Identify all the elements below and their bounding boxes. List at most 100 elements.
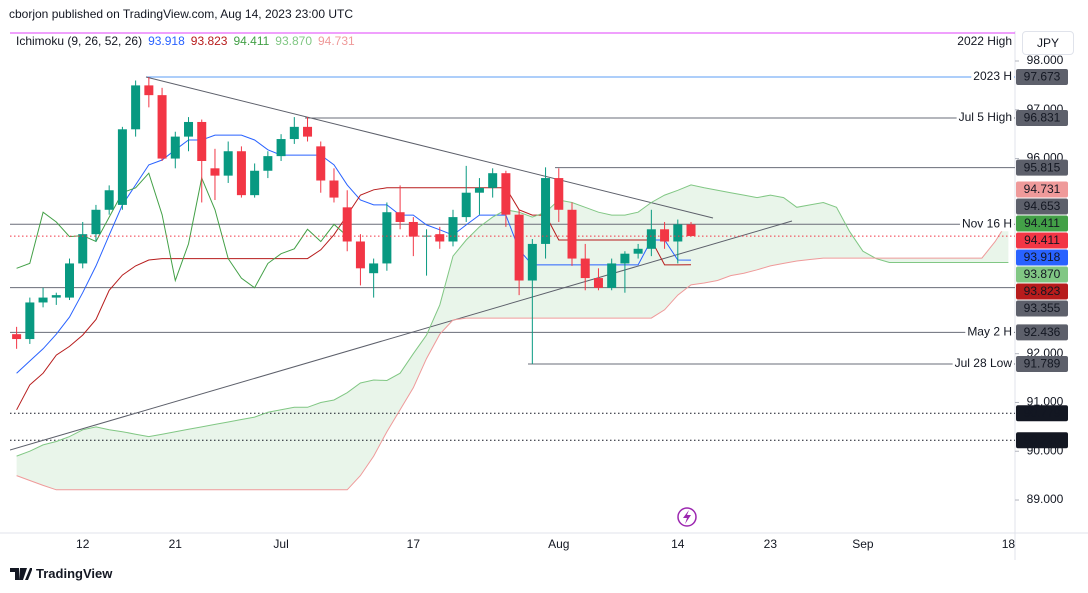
y-tick-label: 91.000 — [1027, 395, 1064, 409]
level-label-bg — [965, 325, 1014, 340]
candle-body — [395, 212, 405, 222]
readout: 94.411 — [233, 34, 270, 48]
x-tick-label: 12 — [76, 537, 90, 551]
level-label: 2023 H — [973, 69, 1012, 83]
candle-body — [236, 151, 246, 196]
level-label: 2022 High — [957, 34, 1012, 48]
candle-body — [567, 209, 577, 259]
price-badge-label: 91.789 — [1024, 357, 1061, 371]
candle-body — [554, 178, 564, 210]
candle-body — [607, 263, 617, 288]
indicator-name: Ichimoku (9, 26, 52, 26) — [16, 34, 143, 48]
price-badge-label: 94.653 — [1024, 199, 1061, 213]
candle-body — [541, 178, 551, 244]
series-layer — [10, 77, 1015, 491]
candle-body — [51, 295, 61, 298]
candle-body — [329, 180, 339, 198]
x-tick-label: Sep — [852, 537, 874, 551]
price-badge-label: 93.355 — [1024, 301, 1061, 315]
level-label: Jul 28 Low — [955, 356, 1013, 370]
candle-body — [78, 234, 88, 264]
level-label-bg — [959, 217, 1014, 232]
readout: 93.823 — [190, 34, 228, 48]
price-badge — [1016, 110, 1068, 127]
candle-body — [408, 221, 418, 237]
trend-line — [145, 76, 714, 219]
x-tick-label: 18 — [1002, 537, 1016, 551]
price-badge — [1016, 283, 1068, 300]
price-badge — [1016, 215, 1068, 232]
price-badge-label: 96.831 — [1024, 111, 1061, 125]
level-label: May 2 H — [967, 325, 1012, 339]
candle-body — [514, 214, 524, 281]
candle-body — [633, 248, 643, 254]
level-label: Nov 16 H — [962, 216, 1012, 230]
indicator-line — [16, 220, 1009, 491]
price-axis: 98.00097.00096.00092.00091.00090.00089.0… — [1015, 53, 1068, 506]
candle-body — [355, 241, 365, 269]
candle-body — [65, 263, 75, 298]
event-icon[interactable] — [677, 507, 697, 527]
footer: TradingView — [10, 566, 112, 581]
candle-body — [660, 229, 670, 242]
price-badge-label: 93.823 — [1024, 284, 1061, 298]
candle-body — [369, 263, 379, 274]
readout: 93.870 — [275, 34, 312, 48]
candle-body — [474, 187, 484, 193]
price-badge-label: 90.225 — [1024, 433, 1061, 447]
candle-body — [263, 156, 273, 171]
candle-body — [38, 297, 48, 303]
candle-body — [184, 121, 194, 137]
candle-body — [131, 85, 141, 130]
byline: cborjon published on TradingView.com, Au… — [9, 7, 354, 21]
candle-body — [210, 168, 220, 176]
candle-body — [25, 302, 35, 340]
candle-body — [527, 243, 537, 281]
level-label-bg — [952, 356, 1014, 371]
candle-body — [448, 217, 458, 242]
price-badge-label: 95.815 — [1024, 160, 1061, 174]
y-tick-label: 89.000 — [1027, 492, 1064, 506]
level-label-bg — [956, 111, 1014, 126]
price-badge — [1016, 432, 1068, 449]
x-tick-label: 23 — [764, 537, 778, 551]
price-badge-label: 93.918 — [1024, 250, 1061, 264]
price-badge — [1016, 324, 1068, 341]
price-badge — [1016, 266, 1068, 283]
price-badge — [1016, 232, 1068, 249]
logo — [10, 567, 32, 580]
candle-body — [276, 139, 286, 157]
candle-body — [104, 190, 114, 210]
price-badge — [1016, 181, 1068, 198]
price-badge — [1016, 355, 1068, 372]
x-tick-label: Jul — [273, 537, 288, 551]
candle-body — [461, 192, 471, 218]
price-badge — [1016, 68, 1068, 85]
candle-body — [593, 278, 603, 288]
candle-body — [382, 212, 392, 264]
price-badge-label: 97.673 — [1024, 70, 1061, 84]
price-badge-label: 90.779 — [1024, 406, 1061, 420]
price-badge — [1016, 249, 1068, 266]
candle-body — [646, 229, 656, 249]
candle-body — [197, 121, 207, 161]
x-tick-label: 21 — [169, 537, 183, 551]
candle-body — [488, 173, 498, 188]
price-badge — [1016, 198, 1068, 215]
readout: 93.918 — [148, 34, 185, 48]
readout: 94.731 — [318, 34, 355, 48]
indicator-line — [16, 134, 692, 374]
candle-body — [117, 129, 127, 205]
candle-body — [501, 173, 511, 215]
x-tick-label: 14 — [671, 537, 685, 551]
plot-area — [10, 32, 1015, 491]
currency-button[interactable]: JPY — [1022, 31, 1074, 55]
price-badge-label: 94.411 — [1024, 233, 1060, 247]
candle-body — [144, 85, 154, 96]
candle-body — [223, 151, 233, 176]
candle-body — [157, 95, 167, 159]
candle-body — [620, 253, 630, 264]
candle-body — [12, 334, 22, 340]
